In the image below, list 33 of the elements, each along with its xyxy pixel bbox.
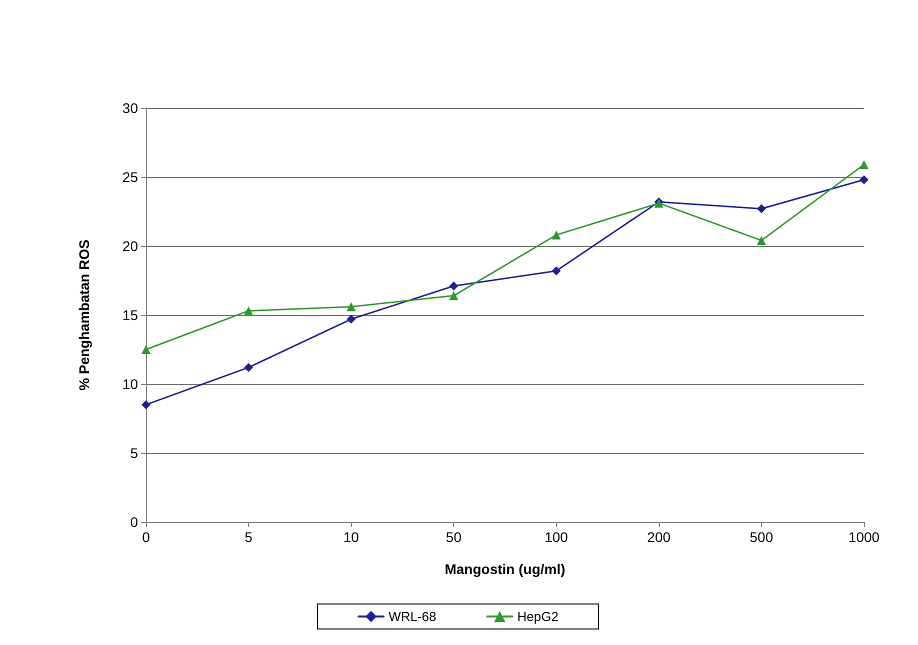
point (552, 266, 561, 276)
point (756, 204, 766, 214)
point (860, 175, 868, 184)
point (244, 306, 254, 316)
x-tick-label: 5 (244, 529, 253, 545)
point (449, 291, 458, 300)
point (552, 230, 561, 240)
y-tick-label: 30 (122, 100, 138, 116)
y-tick-label: 10 (122, 376, 138, 392)
x-tick-label: 10 (343, 529, 360, 545)
legend-label: WRL-68 (388, 609, 436, 624)
x-tick-label: 500 (750, 529, 774, 545)
point (860, 160, 868, 170)
y-tick-label: 15 (122, 307, 138, 323)
x-tick-label: 0 (142, 529, 150, 545)
point (449, 282, 458, 291)
point (244, 362, 254, 372)
x-tick-label: 200 (647, 529, 671, 545)
point (142, 345, 150, 354)
point (346, 302, 356, 312)
x-tick-label: 100 (544, 529, 568, 545)
legend-label: HepG2 (517, 609, 558, 624)
x-axis-title: Mangostin (ug/ml) (444, 561, 566, 577)
y-axis-title: % Penghambatan ROS (76, 240, 92, 390)
y-tick-label: 5 (130, 445, 138, 461)
y-tick-label: 25 (122, 169, 138, 185)
y-tick-label: 0 (130, 514, 138, 530)
x-tick-label: 1000 (848, 529, 880, 545)
point (142, 400, 150, 410)
point (346, 314, 356, 324)
y-tick-label: 20 (122, 238, 138, 254)
x-tick-label: 50 (446, 529, 462, 545)
point (756, 236, 766, 245)
